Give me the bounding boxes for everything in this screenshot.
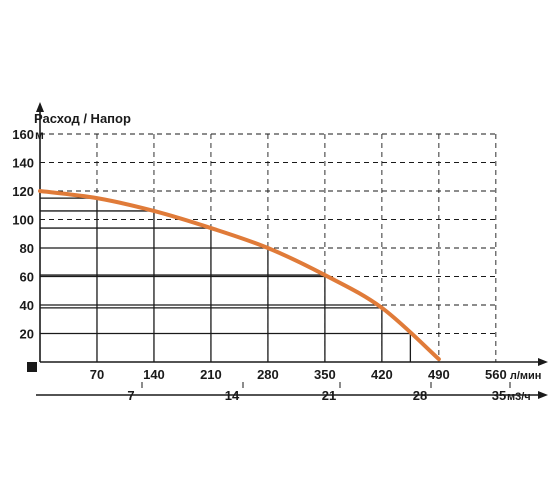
x-secondary-tick-label: 35 — [492, 388, 506, 403]
y-tick-label: 60 — [20, 270, 34, 285]
y-tick-label: 40 — [20, 298, 34, 313]
y-tick-label: 80 — [20, 241, 34, 256]
y-tick-label: 140 — [12, 156, 34, 171]
y-tick-label: 120 — [12, 184, 34, 199]
labels: Расход / Напор 7 14 21 28 35 м3/ч 20 40 60 80 100 1… — [12, 111, 541, 403]
x-primary-tick-label: 490 — [428, 367, 450, 382]
curve-line — [38, 189, 441, 362]
x-axis-secondary-arrow — [538, 391, 548, 399]
y-tick-label: 100 — [12, 213, 34, 228]
x-secondary-tick-label: 21 — [322, 388, 336, 403]
y-axis-arrow — [36, 102, 44, 112]
performance-curve — [38, 189, 441, 362]
marker-lines — [40, 197, 412, 362]
x-primary-tick-label: 140 — [143, 367, 165, 382]
x-secondary-unit: м3/ч — [507, 391, 531, 403]
origin-marker — [27, 362, 37, 372]
x-secondary-tick-label: 7 — [127, 388, 134, 403]
x-primary-tick-label: 70 — [90, 367, 104, 382]
y-tick-label: 160 — [12, 127, 34, 142]
x-primary-tick-label: 350 — [314, 367, 336, 382]
y-unit: м — [35, 128, 44, 142]
x-primary-tick-label: 280 — [257, 367, 279, 382]
x-primary-tick-label: 560 — [485, 367, 507, 382]
y-tick-label: 20 — [20, 327, 34, 342]
x-primary-tick-label: 420 — [371, 367, 393, 382]
chart-title: Расход / Напор — [34, 111, 131, 126]
axes — [27, 102, 548, 399]
x-primary-unit: л/мин — [510, 370, 542, 382]
x-primary-tick-label: 210 — [200, 367, 222, 382]
x-axis-primary-arrow — [538, 358, 548, 366]
x-secondary-tick-label: 14 — [225, 388, 240, 403]
x-secondary-tick-label: 28 — [413, 388, 427, 403]
